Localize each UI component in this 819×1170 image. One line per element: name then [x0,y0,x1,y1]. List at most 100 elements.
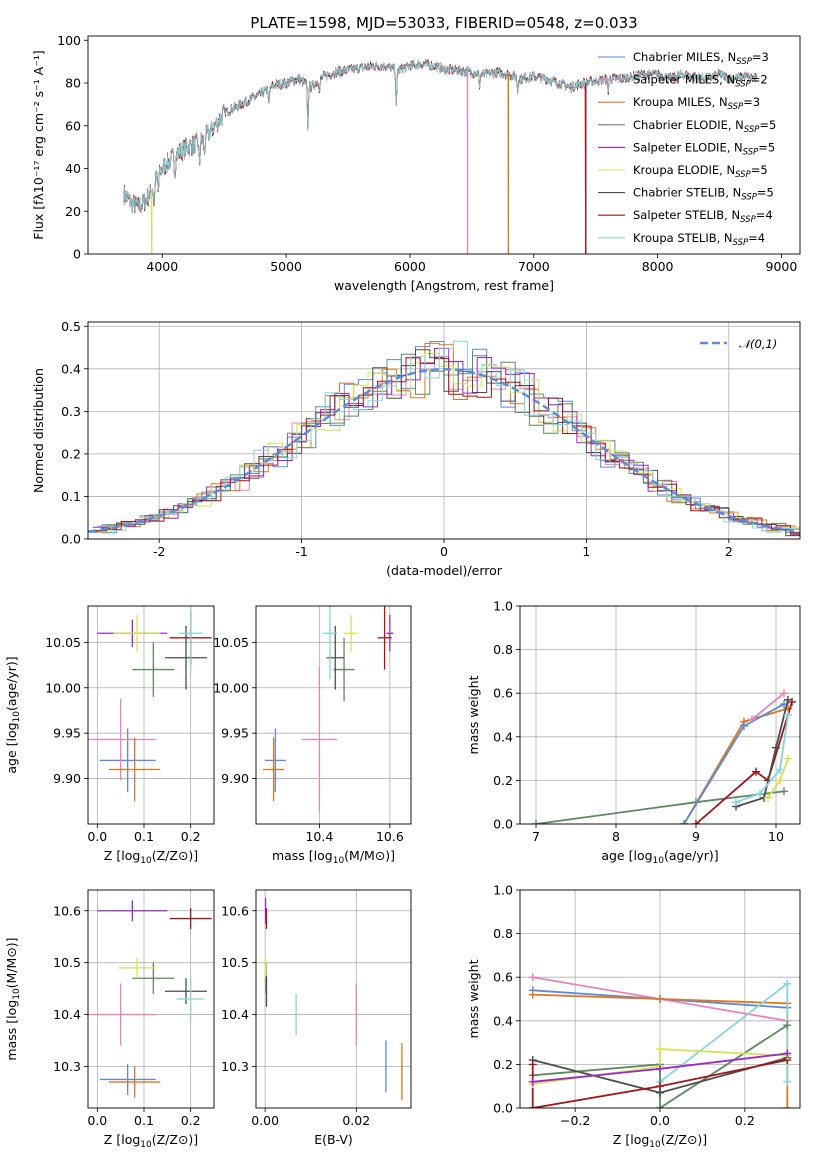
weight-marker-salpeter_stelib [692,820,700,824]
axes-frame [255,889,412,1109]
panel-spectrum: 4000 5000 6000 7000 8000 9000 0 20 40 60 80 100 wave… [31,33,801,293]
legend-entry-salpeter_miles: Salpeter MILES, NSSP=2 [633,73,768,90]
y-tick-label: 0.2 [493,773,513,788]
y-tick-label: 0.6 [493,970,513,985]
x-axis-label: E(B-V) [314,1132,353,1147]
chart-title: PLATE=1598, MJD=53033, FIBERID=0548, z=0… [250,14,637,32]
x-tick-label: 9000 [766,259,798,274]
weight-marker-kroupa_elodie [784,754,792,763]
legend-entry-salpeter_stelib: Salpeter STELIB, NSSP=4 [633,208,773,225]
plot-area-weight_vs_age [532,689,796,824]
y-tick-label: 1.0 [493,599,513,614]
y-tick-label: 60 [65,118,81,133]
x-tick-label: 7000 [518,259,550,274]
y-tick-label: 10.4 [221,1007,249,1022]
spectrum-line-kroupa_elodie [123,59,757,254]
legend-entry-kroupa_elodie: Kroupa ELODIE, NSSP=5 [633,163,768,180]
y-tick-label: 0.2 [493,1057,513,1072]
legend-entry-chabrier_miles: Chabrier MILES, NSSP=3 [633,50,769,67]
weight-line-chabrier_stelib [735,699,789,808]
y-tick-label: 10.3 [221,1059,249,1074]
y-axis-label: mass weight [466,675,481,754]
y-tick-label: 0.1 [61,489,81,504]
x-axis-label: Z [log10(Z/Z⊙)] [104,848,198,866]
y-tick-label: 0.5 [61,319,81,334]
y-axis-label: Flux [fλ10⁻¹⁷ erg cm⁻² s⁻¹ A⁻¹] [31,50,46,239]
y-tick-label: 0.0 [493,1101,513,1116]
y-axis-label: mass [log10(M/M⊙)] [4,937,22,1060]
weight-marker-salpeter_stelib [656,1082,664,1091]
weight-line-salpeter_stelib [695,701,793,824]
x-tick-label: 5000 [270,259,302,274]
x-tick-label: 10.4 [305,829,333,844]
weight-marker-kroupa_stelib [783,979,792,988]
weight-marker-chabrier_elodie [783,1021,792,1030]
x-axis-label: wavelength [Angstrom, rest frame] [334,278,554,293]
weight-marker-chabrier_elodie [532,820,540,824]
y-tick-label: 0.4 [61,361,81,376]
weight-marker-salpeter_elodie [783,1049,792,1058]
x-tick-label: 10 [768,829,784,844]
y-tick-label: 10.00 [45,680,81,695]
panel-weight_vs_Z: −0.2 0.0 0.2 0.0 0.2 0.4 0.6 0.8 1.0 Z [log10(Z/Z… [466,883,801,1150]
y-tick-label: 0.0 [493,817,513,832]
y-tick-label: 0.8 [493,926,513,941]
weight-marker-chabrier_stelib [772,743,780,752]
x-tick-label: 0.00 [251,1113,279,1128]
x-tick-label: −0.2 [560,1113,590,1128]
x-tick-label: 8 [612,829,620,844]
x-tick-label: 0.0 [87,829,107,844]
axes-frame [87,321,801,540]
legend: 𝒩(0,1) [700,337,777,351]
y-tick-label: 80 [65,76,81,91]
axes-frame [87,889,215,1109]
axes-frame [519,605,801,825]
weight-marker-chabrier_elodie [656,1104,664,1108]
normal-reference-curve [88,368,798,533]
weight-marker-salpeter_miles [780,689,788,698]
y-tick-label: 20 [65,204,81,219]
x-tick-label: 6000 [394,259,426,274]
x-tick-label: 0.1 [134,1113,154,1128]
x-tick-label: 1 [582,544,590,559]
y-tick-label: 0.4 [493,1013,513,1028]
y-tick-label: 0.6 [493,686,513,701]
weight-marker-chabrier_elodie [780,787,788,796]
weight-marker-kroupa_elodie [776,776,784,785]
y-tick-label: 0.8 [493,642,513,657]
plot-area-mass_vs_ebv [264,897,403,1101]
y-axis-label: mass weight [466,959,481,1038]
weight-marker-salpeter_elodie [528,1077,537,1086]
x-tick-label: 0.1 [134,829,154,844]
x-tick-label: 4000 [146,259,178,274]
legend: Chabrier MILES, NSSP=3 Salpeter MILES, NS… [598,50,776,248]
weight-marker-salpeter_miles [748,715,756,724]
weight-marker-kroupa_stelib [756,789,764,798]
x-tick-label: -1 [295,544,307,559]
panel-age_vs_mass: 10.4 10.6 9.90 9.95 10.00 10.05 mass [log10(M/… [213,605,412,866]
weight-marker-salpeter_elodie [656,1064,664,1073]
axes-frame [519,889,801,1109]
legend-entry-normal: 𝒩(0,1) [739,337,777,351]
axes-frame [255,605,412,825]
weight-marker-salpeter_stelib [528,1060,537,1069]
weight-marker-salpeter_stelib [752,767,760,776]
axes-frame [87,605,215,825]
y-tick-label: 10.05 [45,635,81,650]
x-tick-label: 0.2 [735,1113,755,1128]
weight-marker-kroupa_stelib [783,1077,792,1086]
x-axis-label: Z [log10(Z/Z⊙)] [104,1132,198,1150]
weight-marker-kroupa_miles [783,1104,792,1108]
plot-area-residuals [88,340,800,537]
x-tick-label: 0 [440,544,448,559]
panel-mass_vs_ebv: 0.00 0.02 10.3 10.4 10.5 10.6 E(B-V) [221,889,412,1147]
y-axis-label: age [log10(age/yr)] [4,656,22,773]
plot-area-mass_vs_Z [88,900,212,1098]
x-tick-label: 0.2 [181,1113,201,1128]
y-tick-label: 10.6 [53,903,81,918]
x-tick-label: 9 [692,829,700,844]
y-tick-label: 0.3 [61,404,81,419]
weight-marker-kroupa_elodie [656,1045,664,1054]
y-axis-label: Normed distribution [31,368,46,493]
